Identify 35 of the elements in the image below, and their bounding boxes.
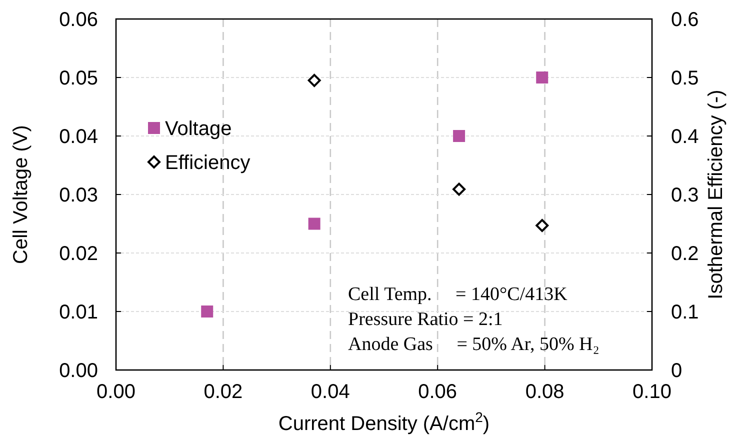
y-tick-label: 0.05 (59, 68, 98, 90)
x-tick-label: 0.06 (418, 381, 458, 403)
annotation: Pressure Ratio = 2:1 (348, 309, 503, 330)
point (452, 182, 466, 196)
y-tick-label: 0.03 (59, 184, 98, 206)
x-tick-label: 0.04 (310, 381, 350, 403)
x-tick-label: 0.08 (525, 381, 564, 403)
y2-axis-title: Isothermal Efficiency (-) (705, 90, 727, 300)
point (308, 218, 320, 230)
legend-label: Voltage (165, 118, 232, 140)
y-tick-label: 0.02 (59, 243, 98, 265)
y2-tick-label: 0.6 (671, 9, 699, 31)
point (536, 72, 548, 84)
x-tick-label: 0.10 (632, 381, 672, 403)
y2-tick-label: 0.5 (671, 68, 699, 90)
y-axis-title: Cell Voltage (V) (10, 125, 32, 264)
y-tick-label: 0.01 (59, 302, 98, 324)
y-tick-label: 0.00 (59, 360, 98, 382)
annotation: Cell Temp. = 140°C/413K (348, 284, 568, 305)
x-tick-label: 0.02 (204, 381, 243, 403)
legend-label: Efficiency (165, 152, 250, 174)
y2-tick-label: 0.1 (671, 302, 699, 324)
x-tick-label: 0.00 (96, 381, 136, 403)
point (308, 74, 321, 87)
y-tick-label: 0.04 (59, 126, 98, 148)
x-axis-title: Current Density (A/cm$^{2}$) (278, 409, 490, 435)
annotation: Anode Gas = 50% Ar, 50% H₂ (348, 334, 600, 355)
point (536, 219, 549, 232)
y2-tick-label: 0 (671, 360, 682, 382)
point (201, 306, 214, 318)
y2-tick-label: 0.3 (671, 184, 699, 206)
point (453, 130, 466, 142)
y2-tick-label: 0.2 (671, 243, 699, 265)
y-tick-label: 0.06 (59, 9, 98, 31)
y2-tick-label: 0.4 (671, 126, 699, 148)
